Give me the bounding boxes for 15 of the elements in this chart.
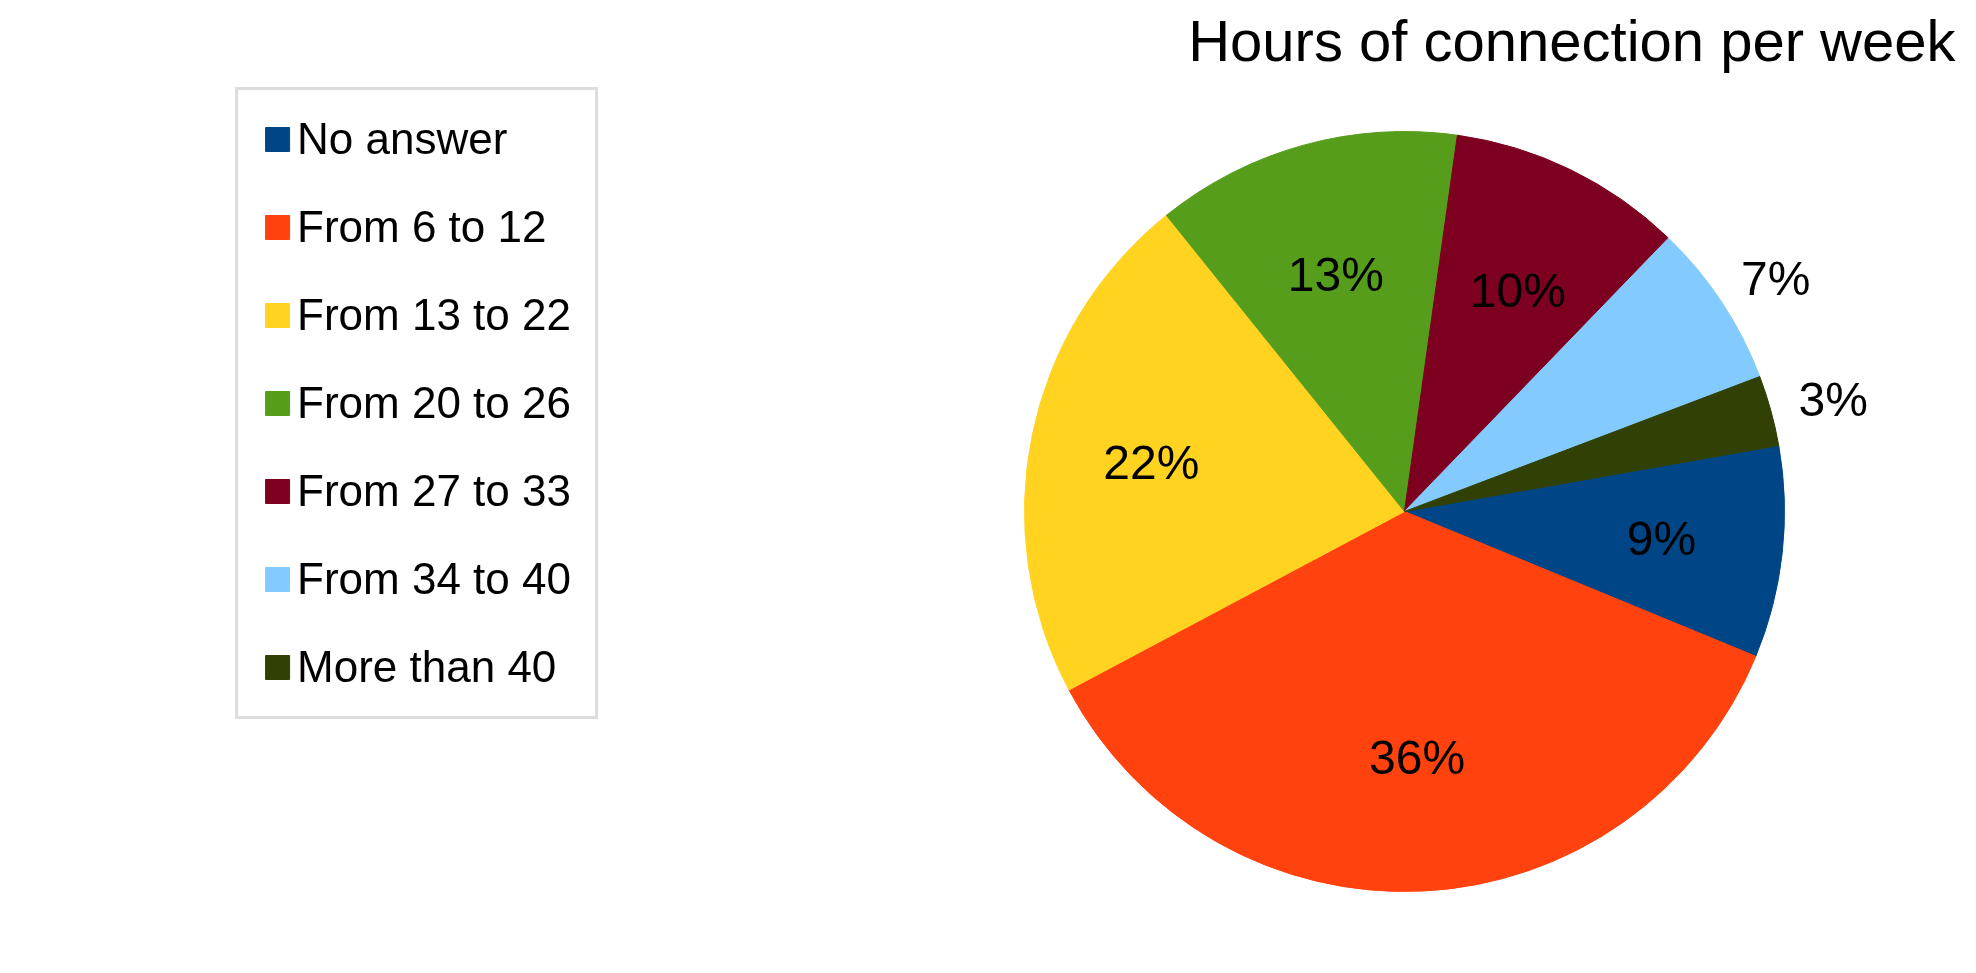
legend-label: More than 40	[297, 642, 557, 692]
data-label: 9%	[1626, 511, 1697, 565]
legend-label: No answer	[297, 114, 508, 164]
data-label: 7%	[1740, 252, 1811, 306]
data-label: 36%	[1369, 730, 1466, 784]
legend-label: From 20 to 26	[297, 378, 571, 428]
legend-label: From 27 to 33	[297, 466, 571, 516]
data-label: 10%	[1469, 263, 1566, 317]
legend-label: From 6 to 12	[297, 202, 547, 252]
legend-label: From 34 to 40	[297, 554, 571, 604]
legend-label: From 13 to 22	[297, 290, 571, 340]
data-label: 13%	[1287, 247, 1384, 301]
chart-title: Hours of connection per week	[1188, 7, 1957, 73]
data-label: 22%	[1103, 435, 1200, 489]
data-label: 3%	[1798, 372, 1868, 426]
